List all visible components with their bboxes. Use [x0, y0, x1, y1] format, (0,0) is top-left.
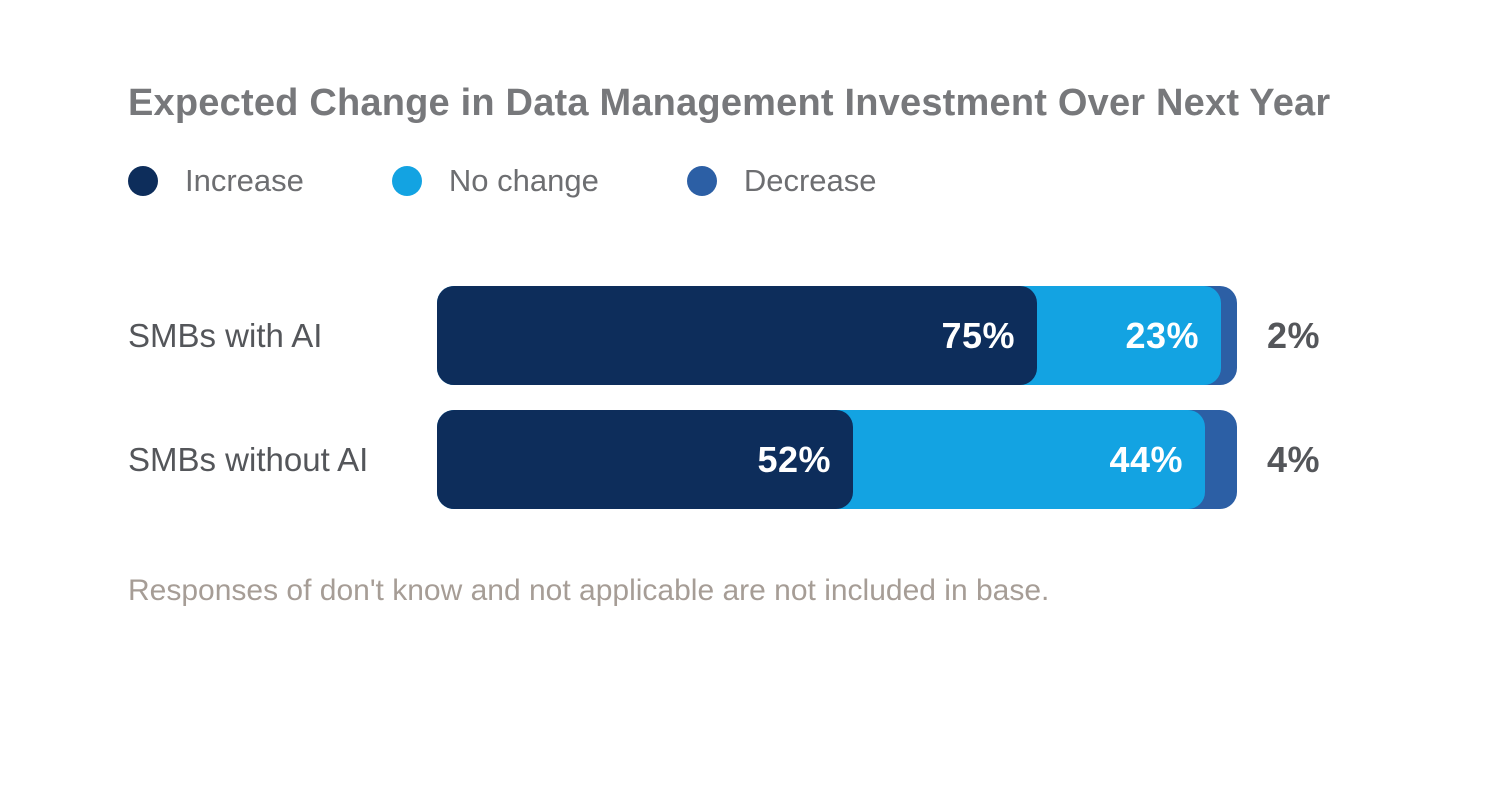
outside-value-label: 2% — [1267, 314, 1321, 356]
row-label: SMBs with AI — [128, 316, 323, 354]
value-label: 23% — [1125, 314, 1199, 356]
row-label: SMBs without AI — [128, 440, 369, 478]
legend-item-decrease: Decrease — [686, 163, 877, 199]
legend: Increase No change Decrease — [128, 163, 877, 199]
segment-increase: 52% — [437, 410, 853, 509]
legend-item-increase: Increase — [128, 163, 304, 199]
bar-area: 52% 44% 4% — [437, 410, 1320, 509]
legend-label: Increase — [185, 163, 304, 198]
bar-row-smbs-with-ai: SMBs with AI 75% 23% 2% — [0, 286, 1500, 385]
bar-row-smbs-without-ai: SMBs without AI 52% 44% 4% — [0, 410, 1500, 509]
value-label: 52% — [757, 438, 831, 480]
value-label: 44% — [1109, 438, 1183, 480]
footnote: Responses of don't know and not applicab… — [128, 574, 1050, 607]
legend-label: No change — [448, 163, 599, 198]
legend-item-no-change: No change — [391, 163, 599, 199]
legend-dot-no-change-icon — [391, 166, 422, 196]
legend-dot-increase-icon — [128, 166, 158, 196]
segment-increase: 75% — [437, 286, 1037, 385]
legend-label: Decrease — [743, 163, 877, 198]
legend-dot-decrease-icon — [686, 166, 717, 196]
outside-value-label: 4% — [1267, 438, 1321, 480]
chart-title: Expected Change in Data Management Inves… — [128, 82, 1331, 124]
bar-area: 75% 23% 2% — [437, 286, 1320, 385]
value-label: 75% — [941, 314, 1015, 356]
